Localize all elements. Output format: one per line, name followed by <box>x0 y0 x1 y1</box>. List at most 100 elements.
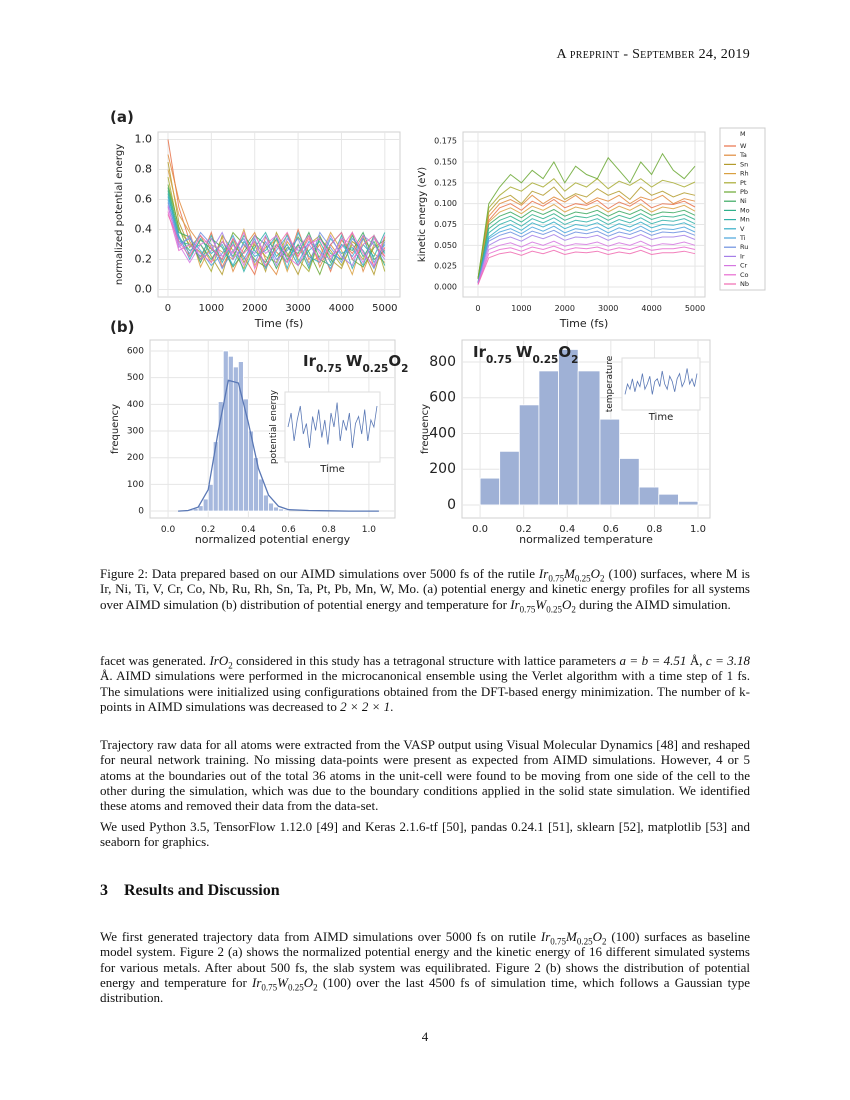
inset-area <box>284 391 381 463</box>
text-run: considered in this study has a tetragona… <box>232 653 620 668</box>
data-line <box>477 198 696 279</box>
x-tick-label: 0.6 <box>281 525 296 535</box>
legend-label: Mo <box>740 206 750 214</box>
legend-label: Pb <box>740 188 748 196</box>
math: M <box>564 566 575 581</box>
data-line <box>477 194 696 279</box>
histogram-bar <box>222 350 229 512</box>
math: O <box>590 566 601 581</box>
histogram-bar <box>678 500 699 506</box>
inset-y-label: potential energy <box>269 389 279 464</box>
title-part: O <box>388 352 401 370</box>
legend-title: M <box>740 130 746 138</box>
histogram-bar <box>268 502 274 512</box>
histogram-bar <box>232 366 239 512</box>
x-tick-label: 2000 <box>242 303 267 314</box>
inset-x-label: Time <box>319 464 344 475</box>
x-tick-label: 0.8 <box>322 525 337 535</box>
figure-caption: Figure 2: Data prepared based on our AIM… <box>100 566 750 614</box>
math-subscript: 2 <box>601 936 607 947</box>
histogram-bar <box>499 450 520 506</box>
plot-area <box>462 131 706 298</box>
x-tick-label: 4000 <box>329 303 354 314</box>
title-subscript: 0.25 <box>362 363 388 375</box>
text-run: Trajectory raw data for all atoms were e… <box>100 737 750 814</box>
data-line <box>477 178 696 279</box>
x-axis-label: normalized potential energy <box>195 533 351 546</box>
data-line <box>167 214 386 267</box>
section-heading: 3 Results and Discussion <box>100 882 280 900</box>
inset-area <box>621 357 701 411</box>
data-line <box>477 233 696 283</box>
math-subscript: 0.25 <box>576 936 593 947</box>
x-tick-label: 1.0 <box>690 524 706 535</box>
title-subscript: 2 <box>571 354 578 366</box>
legend-label: Ni <box>740 197 747 205</box>
text-run: We used Python 3.5, TensorFlow 1.12.0 [4… <box>100 819 750 850</box>
y-tick-label: 0.100 <box>434 199 457 208</box>
legend-label: W <box>740 142 747 150</box>
data-line <box>477 240 696 285</box>
data-line <box>167 202 386 270</box>
y-tick-label: 800 <box>429 354 456 370</box>
data-line <box>167 187 386 270</box>
histogram-bar <box>227 355 234 512</box>
math-subscript: 0.75 <box>550 936 566 947</box>
y-tick-label: 0.8 <box>135 163 153 176</box>
y-tick-label: 400 <box>127 400 144 410</box>
data-line <box>477 221 696 283</box>
y-tick-label: 300 <box>127 427 144 437</box>
paragraph: We first generated trajectory data from … <box>100 929 750 1005</box>
histogram-bar <box>242 398 249 512</box>
y-tick-label: 0.0 <box>135 283 153 296</box>
y-axis-label: normalized potential energy <box>114 144 125 285</box>
histogram-bar <box>283 509 289 512</box>
text-run: (100) over the last 4500 fs of simulatio… <box>100 974 751 1006</box>
histogram-bar <box>638 486 660 506</box>
data-line <box>477 249 696 285</box>
math: a = b = 4.51 <box>619 653 687 668</box>
data-line <box>167 211 386 270</box>
math: O <box>592 929 602 944</box>
data-line <box>477 217 696 283</box>
y-axis-label: frequency <box>420 404 431 454</box>
histogram-bar <box>202 498 209 512</box>
math-subscript: 2 <box>228 660 233 671</box>
section-title: Results and Discussion <box>124 882 280 899</box>
data-line <box>477 186 696 279</box>
math-subscript: 2 <box>313 982 318 993</box>
legend-label: Nb <box>740 280 749 288</box>
x-tick-label: 1000 <box>199 303 224 314</box>
legend-label: V <box>740 225 745 233</box>
y-tick-label: 0.175 <box>434 137 457 146</box>
histogram-bar <box>278 508 284 512</box>
y-tick-label: 0.6 <box>135 193 153 206</box>
x-tick-label: 5000 <box>685 304 705 313</box>
math-subscript: 2 <box>600 573 605 584</box>
x-tick-label: 0.2 <box>516 524 532 535</box>
math: O <box>561 596 572 612</box>
legend-label: Sn <box>740 160 748 168</box>
histogram-bar <box>538 370 559 506</box>
y-tick-label: 100 <box>127 480 144 490</box>
paragraph: Trajectory raw data for all atoms were e… <box>100 737 750 813</box>
panel-label: (a) <box>110 108 134 126</box>
title-part: O <box>558 343 571 361</box>
title-subscript: 0.75 <box>486 354 512 366</box>
histogram-bar <box>263 494 269 512</box>
legend-label: Ti <box>739 234 746 242</box>
y-tick-label: 600 <box>127 346 144 356</box>
legend-label: Ta <box>739 151 747 159</box>
x-tick-label: 0.4 <box>241 525 256 535</box>
title-part: W <box>346 352 363 370</box>
y-tick-label: 0.2 <box>135 253 153 266</box>
math: IrO <box>209 653 229 668</box>
math-subscript: 0.25 <box>288 982 304 993</box>
data-line <box>477 152 696 279</box>
inset-line <box>624 368 698 395</box>
histogram-bar <box>558 349 579 506</box>
paragraph: facet was generated. IrO2 considered in … <box>100 653 750 714</box>
chart-title: Ir0.75 W0.25O2 <box>473 343 578 366</box>
data-line <box>477 213 696 283</box>
